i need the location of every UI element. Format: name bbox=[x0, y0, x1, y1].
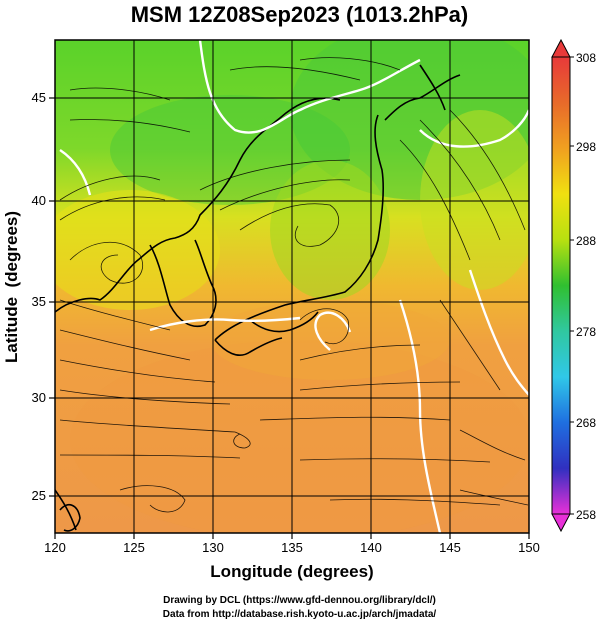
y-tick-label: 35 bbox=[32, 294, 46, 309]
x-tick-label: 145 bbox=[439, 540, 461, 555]
colorbar-scale bbox=[551, 56, 571, 515]
map-title: MSM 12Z08Sep2023 (1013.2hPa) bbox=[130, 2, 469, 27]
wind-streamlines bbox=[59, 57, 529, 513]
colorbar-tick-label: 298 bbox=[576, 140, 596, 154]
colorbar-tick-label: 308 bbox=[576, 51, 596, 65]
x-tick-label: 135 bbox=[281, 540, 303, 555]
x-tick-label: 120 bbox=[44, 540, 66, 555]
colorbar-tick-label: 288 bbox=[576, 234, 596, 248]
x-axis: 120 125 130 135 140 145 150 Longitude (d… bbox=[44, 533, 540, 581]
colorbar-top-arrow bbox=[551, 38, 571, 58]
colorbar-bottom-arrow bbox=[551, 513, 571, 533]
y-tick-label: 40 bbox=[32, 193, 46, 208]
credit-line-drawing: Drawing by DCL (https://www.gfd-dennou.o… bbox=[163, 595, 436, 606]
lat-lon-grid bbox=[55, 40, 529, 533]
x-axis-label: Longitude (degrees) bbox=[210, 562, 373, 581]
x-tick-label: 140 bbox=[360, 540, 382, 555]
colorbar-tick-label: 258 bbox=[576, 508, 596, 522]
x-tick-label: 130 bbox=[202, 540, 224, 555]
y-axis: 45 40 35 30 25 Latitude (degrees) bbox=[2, 90, 55, 503]
x-tick-label: 125 bbox=[123, 540, 145, 555]
credit-line-data: Data from http://database.rish.kyoto-u.a… bbox=[162, 609, 437, 620]
y-tick-label: 45 bbox=[32, 90, 46, 105]
y-tick-label: 30 bbox=[32, 390, 46, 405]
y-axis-label: Latitude (degrees) bbox=[2, 211, 21, 363]
colorbar: 308 298 288 278 268 258 bbox=[551, 38, 596, 533]
colorbar-tick-label: 268 bbox=[576, 416, 596, 430]
x-tick-label: 150 bbox=[518, 540, 540, 555]
colorbar-tick-label: 278 bbox=[576, 325, 596, 339]
y-tick-label: 25 bbox=[32, 488, 46, 503]
